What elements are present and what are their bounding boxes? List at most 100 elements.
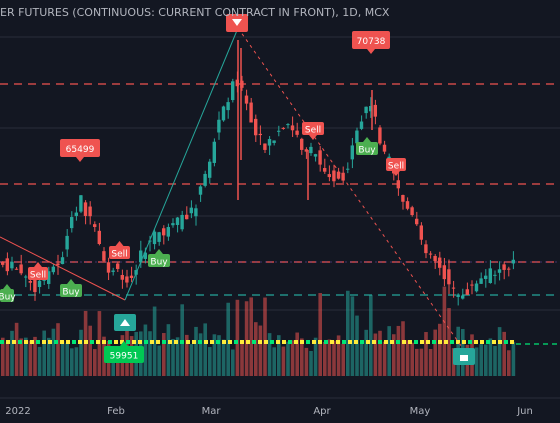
volume-bar	[244, 301, 249, 376]
volume-bar	[290, 340, 295, 376]
band-dot	[402, 340, 406, 344]
sell-signal: Sell	[30, 271, 46, 281]
band-dot	[408, 340, 412, 344]
volume-bar	[267, 333, 272, 376]
price-label-peak-apr: 70738	[357, 37, 386, 47]
volume-bar	[415, 348, 419, 376]
band-dot	[354, 340, 358, 344]
band-dot	[30, 340, 34, 344]
candle-body	[447, 269, 451, 285]
candle-body	[415, 218, 419, 225]
price-label-peak-apr-pointer	[367, 49, 375, 54]
candle-body	[88, 206, 92, 217]
candle-body	[290, 125, 295, 131]
candle-body	[318, 150, 322, 165]
candle-body	[373, 104, 377, 117]
band-dot	[180, 340, 184, 344]
volume-bar	[5, 342, 10, 376]
band-dot	[90, 340, 94, 344]
candle-body	[355, 130, 359, 144]
volume-bar	[42, 330, 46, 376]
volume-bar	[438, 323, 442, 376]
x-axis-tick-label: 2022	[5, 406, 30, 417]
volume-bar	[198, 333, 203, 376]
volume-bar	[309, 350, 313, 376]
candle-body	[258, 133, 262, 136]
volume-bar	[231, 349, 235, 376]
band-dot	[126, 340, 130, 344]
band-dot	[300, 340, 304, 344]
volume-bar	[143, 324, 148, 376]
candle-body	[378, 127, 382, 144]
band-dot	[504, 340, 508, 344]
volume-bar	[226, 302, 230, 376]
volume-bar	[60, 341, 65, 376]
candle-body	[24, 276, 28, 278]
volume-bar	[410, 342, 414, 376]
band-dot	[378, 340, 382, 344]
candle-body	[217, 119, 221, 133]
band-dot	[348, 340, 352, 344]
volume-bar	[424, 332, 428, 376]
volume-bar	[47, 337, 51, 376]
volume-bar	[208, 347, 212, 376]
band-dot	[414, 340, 418, 344]
candle-body	[313, 154, 318, 157]
candle-body	[405, 201, 410, 209]
candle-body	[396, 180, 400, 189]
volume-bar	[221, 339, 226, 376]
volume-bar	[359, 343, 364, 376]
candle-body	[129, 275, 134, 278]
candle-body	[456, 294, 460, 297]
volume-bar	[19, 338, 23, 376]
candle-body	[309, 146, 313, 154]
candle-body	[295, 130, 299, 135]
volume-bar	[235, 299, 240, 376]
buy-signal-box	[60, 284, 82, 297]
sell-signal-box	[109, 246, 130, 259]
volume-bar	[65, 342, 69, 376]
band-dot	[150, 340, 154, 344]
candle-body	[497, 269, 502, 273]
candle-body	[56, 263, 60, 266]
candle-body	[1, 262, 5, 265]
band-dot	[372, 340, 376, 344]
buy-signal: Buy	[0, 293, 16, 303]
x-axis-tick-label: Mar	[202, 406, 222, 417]
candle-body	[212, 141, 216, 163]
volume-bar	[484, 344, 488, 376]
sell-signal-pointer	[309, 135, 317, 140]
band-dot	[78, 340, 82, 344]
candle-body	[332, 170, 336, 182]
volume-bar	[295, 332, 299, 376]
candle-body	[465, 289, 469, 295]
volume-bar	[281, 346, 286, 376]
band-dot	[282, 340, 286, 344]
candle-body	[19, 264, 23, 274]
volume-bar	[428, 349, 433, 376]
volume-bar	[511, 342, 516, 376]
volume-bar	[392, 334, 396, 376]
band-dot	[396, 340, 400, 344]
volume-bar	[286, 341, 290, 376]
candle-body	[502, 264, 506, 270]
band-dot	[306, 340, 310, 344]
band-dot	[210, 340, 214, 344]
price-label-high-feb-pointer	[76, 157, 84, 162]
candle-body	[281, 127, 285, 129]
price-label-high-feb-box	[60, 139, 100, 157]
x-axis-tick-label: Feb	[107, 406, 125, 417]
volume-bar	[88, 325, 92, 376]
volume-bar	[364, 329, 368, 376]
buy-signal-pointer	[67, 279, 75, 284]
candle-body	[189, 207, 193, 214]
volume-bar	[240, 343, 244, 376]
band-dot	[60, 340, 64, 344]
band-dot	[138, 340, 142, 344]
candle-body	[111, 270, 115, 272]
trend-line-up	[124, 27, 239, 301]
candle-body	[346, 168, 350, 170]
candle-body	[139, 250, 143, 263]
band-dot	[132, 340, 136, 344]
